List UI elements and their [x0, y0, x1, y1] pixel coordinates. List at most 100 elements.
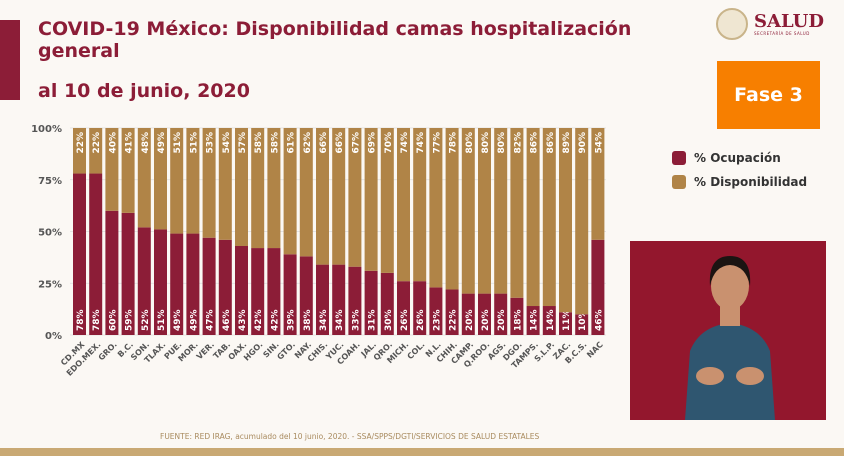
bar-segment — [542, 306, 556, 335]
bar-segment — [575, 314, 589, 335]
data-label: 77% — [432, 132, 442, 154]
data-label: 41% — [125, 132, 135, 154]
bar-segment — [559, 128, 572, 313]
data-label: 61% — [287, 132, 297, 154]
bar-segment — [299, 128, 313, 257]
bar-segment — [299, 256, 313, 335]
sign-language-interpreter-video — [630, 241, 826, 420]
data-label: 14% — [546, 309, 556, 331]
bar-segment — [413, 281, 427, 335]
data-label: 48% — [141, 132, 151, 154]
data-label: 80% — [481, 132, 491, 154]
bar-segment — [461, 128, 475, 294]
data-label: 53% — [206, 132, 216, 154]
bar-segment — [397, 281, 410, 335]
bar-segment — [202, 128, 216, 238]
source-footnote: FUENTE: RED IRAG, acumulado del 10 junio… — [160, 432, 540, 441]
data-label: 70% — [384, 132, 394, 154]
data-label: 26% — [416, 309, 426, 331]
data-label: 58% — [270, 132, 280, 154]
bar-segment — [137, 128, 151, 228]
y-tick-label: 50% — [38, 228, 62, 239]
bar-segment — [73, 173, 86, 335]
data-label: 43% — [238, 309, 248, 331]
data-label: 60% — [108, 309, 118, 331]
bar-segment — [348, 128, 362, 267]
data-label: 34% — [319, 309, 329, 331]
x-tick-label: VER. — [195, 340, 216, 361]
bar-segment — [105, 128, 119, 211]
data-label: 80% — [497, 132, 507, 154]
data-label: 33% — [351, 309, 361, 331]
bar-segment — [251, 248, 265, 335]
data-label: 51% — [173, 132, 183, 154]
bar-segment — [397, 128, 410, 282]
phase-badge: Fase 3 — [717, 61, 820, 129]
data-label: 26% — [400, 309, 410, 331]
legend-item-ocupacion: % Ocupación — [672, 146, 807, 170]
accent-bar — [0, 20, 20, 100]
bar-segment — [170, 128, 184, 234]
bar-segment — [332, 128, 346, 265]
data-label: 20% — [497, 309, 507, 331]
bar-segment — [235, 245, 248, 335]
data-label: 78% — [449, 132, 459, 154]
bar-segment — [575, 128, 589, 315]
bar-segment — [526, 128, 540, 307]
page-subtitle: al 10 de junio, 2020 — [38, 80, 250, 102]
bar-segment — [380, 272, 394, 335]
y-tick-label: 75% — [38, 176, 62, 187]
x-tick-label: COL. — [406, 340, 427, 361]
bar-segment — [478, 128, 491, 294]
bar-segment — [235, 128, 248, 246]
data-label: 40% — [108, 132, 118, 154]
bar-segment — [283, 128, 297, 255]
data-label: 80% — [465, 132, 475, 154]
bar-segment — [526, 306, 540, 335]
bar-segment — [364, 270, 378, 335]
seal-icon — [716, 8, 748, 40]
data-label: 46% — [222, 309, 232, 331]
bar-segment — [154, 229, 167, 335]
logo-subtitle: SECRETARÍA DE SALUD — [754, 30, 810, 36]
data-label: 54% — [222, 132, 232, 154]
data-label: 31% — [368, 309, 378, 331]
bar-segment — [591, 128, 605, 240]
data-label: 69% — [368, 132, 378, 154]
x-tick-label: GRO. — [97, 340, 119, 362]
bar-segment — [154, 128, 167, 230]
data-label: 82% — [513, 132, 523, 154]
data-label: 20% — [481, 309, 491, 331]
data-label: 20% — [465, 309, 475, 331]
data-label: 57% — [238, 132, 248, 154]
bar-segment — [461, 293, 475, 335]
data-label: 23% — [432, 309, 442, 331]
legend-item-disponibilidad: % Disponibilidad — [672, 170, 807, 194]
bar-segment — [267, 128, 281, 249]
bar-segment — [251, 128, 265, 249]
data-label: 39% — [287, 309, 297, 331]
data-label: 74% — [416, 132, 426, 154]
data-label: 86% — [530, 132, 540, 154]
data-label: 58% — [254, 132, 264, 154]
data-label: 52% — [141, 309, 151, 331]
bar-segment — [348, 266, 362, 335]
data-label: 22% — [449, 309, 459, 331]
bar-segment — [559, 312, 572, 335]
data-label: 22% — [92, 132, 102, 154]
data-label: 86% — [546, 132, 556, 154]
data-label: 54% — [594, 132, 604, 154]
legend-swatch — [672, 151, 686, 165]
bar-segment — [429, 287, 443, 335]
data-label: 46% — [594, 309, 604, 331]
x-tick-label: GTO. — [275, 340, 297, 362]
y-tick-label: 0% — [45, 331, 62, 342]
data-label: 49% — [173, 309, 183, 331]
data-label: 30% — [384, 309, 394, 331]
bar-segment — [202, 237, 216, 335]
data-label: 67% — [351, 132, 361, 154]
data-label: 34% — [335, 309, 345, 331]
data-label: 89% — [562, 132, 572, 154]
bar-segment — [73, 128, 86, 174]
data-label: 38% — [303, 309, 313, 331]
